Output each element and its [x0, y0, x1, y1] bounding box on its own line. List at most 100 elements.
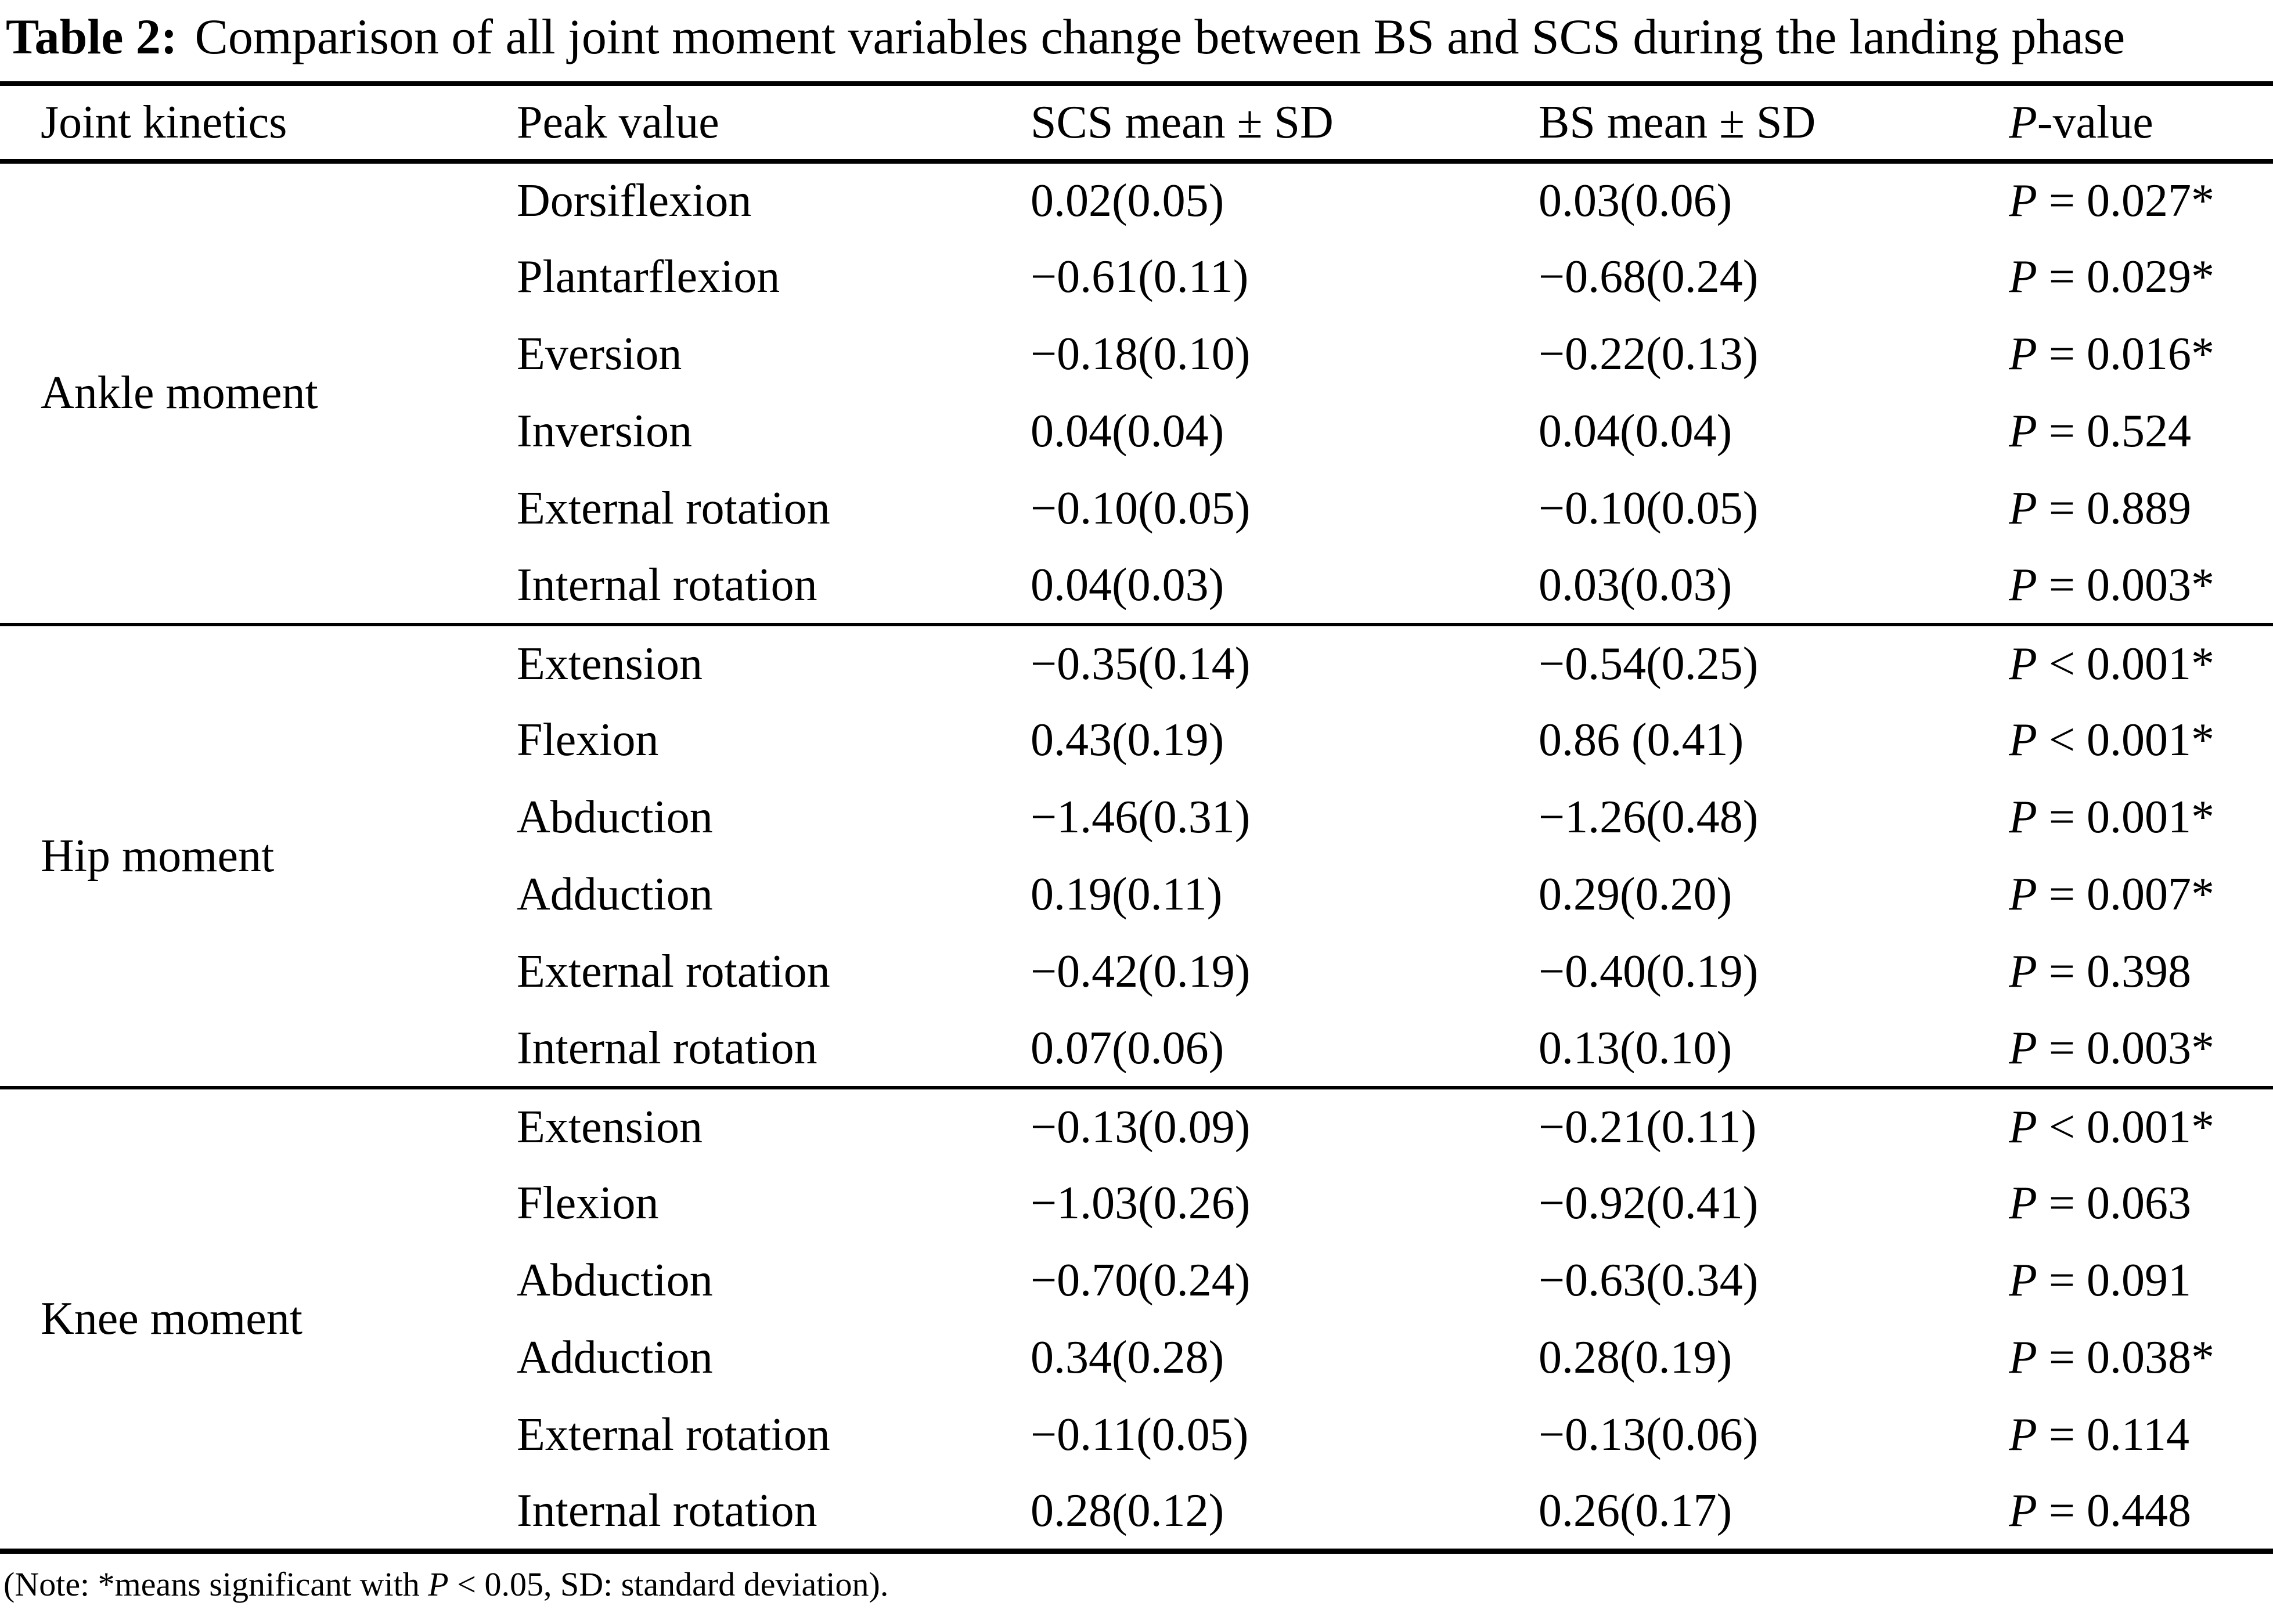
p-value-suffix: -value — [2037, 96, 2153, 148]
scs-cell: −0.10(0.05) — [1031, 483, 1251, 534]
scs-cell: 0.04(0.03) — [1031, 559, 1224, 611]
scs-cell: −0.42(0.19) — [1031, 946, 1251, 997]
p-value-text: = 0.398 — [2037, 946, 2191, 997]
bs-cell: 0.29(0.20) — [1539, 869, 1732, 920]
p-value-text: = 0.448 — [2037, 1485, 2191, 1536]
scs-cell: 0.07(0.06) — [1031, 1022, 1224, 1074]
p-value-text: = 0.016* — [2037, 329, 2214, 380]
col-header-bs-mean-sd: BS mean ± SD — [1539, 96, 1816, 148]
p-value-text: < 0.001* — [2037, 714, 2214, 766]
bs-cell: −0.40(0.19) — [1539, 946, 1759, 997]
bs-cell: −0.10(0.05) — [1539, 483, 1759, 534]
table-row: Adduction 0.19(0.11) 0.29(0.20) P = 0.00… — [0, 856, 2273, 933]
p-value-cell: P < 0.001* — [2009, 625, 2273, 702]
p-value-text: = 0.091 — [2037, 1255, 2191, 1306]
p-symbol: P — [2009, 1022, 2037, 1074]
p-value-cell: P = 0.038* — [2009, 1319, 2273, 1396]
p-symbol: P — [2009, 96, 2037, 148]
p-value-text: = 0.003* — [2037, 1022, 2214, 1074]
p-value-cell: P = 0.398 — [2009, 933, 2273, 1011]
group-label-ankle-moment: Ankle moment — [41, 367, 318, 418]
p-value-text: = 0.114 — [2037, 1409, 2190, 1460]
p-symbol: P — [2009, 638, 2037, 690]
table-row: Adduction 0.34(0.28) 0.28(0.19) P = 0.03… — [0, 1319, 2273, 1396]
scs-cell: −0.11(0.05) — [1031, 1409, 1249, 1460]
table-row: Internal rotation 0.04(0.03) 0.03(0.03) … — [0, 547, 2273, 625]
bs-cell: 0.04(0.04) — [1539, 406, 1732, 457]
table-row: Flexion −1.03(0.26) −0.92(0.41) P = 0.06… — [0, 1165, 2273, 1242]
p-symbol: P — [2009, 1332, 2037, 1383]
col-header-joint-kinetics: Joint kinetics — [41, 96, 287, 148]
p-symbol: P — [2009, 869, 2037, 920]
group-knee-moment: Knee moment Extension −0.13(0.09) −0.21(… — [0, 1088, 2273, 1551]
joint-moment-table: Joint kinetics Peak value SCS mean ± SD … — [0, 81, 2273, 1554]
p-value-cell: P < 0.001* — [2009, 702, 2273, 779]
peak-value-cell: External rotation — [517, 946, 830, 997]
p-value-cell: P = 0.029* — [2009, 239, 2273, 316]
bs-cell: −0.92(0.41) — [1539, 1178, 1759, 1229]
col-header-p-value: P-value — [2009, 84, 2273, 161]
bs-cell: 0.86 (0.41) — [1539, 714, 1744, 766]
p-value-cell: P = 0.091 — [2009, 1242, 2273, 1319]
scs-cell: −0.61(0.11) — [1031, 251, 1249, 302]
table-caption-text: Comparison of all joint moment variables… — [194, 9, 2126, 64]
table-row: External rotation −0.10(0.05) −0.10(0.05… — [0, 470, 2273, 547]
p-symbol: P — [2009, 329, 2037, 380]
table-row: Plantarflexion −0.61(0.11) −0.68(0.24) P… — [0, 239, 2273, 316]
bs-cell: −0.13(0.06) — [1539, 1409, 1759, 1460]
footnote-text-post: < 0.05, SD: standard deviation). — [448, 1565, 889, 1603]
p-symbol: P — [428, 1565, 449, 1603]
group-label-knee-moment: Knee moment — [41, 1293, 302, 1344]
bs-cell: −0.63(0.34) — [1539, 1255, 1759, 1306]
p-symbol: P — [2009, 559, 2037, 611]
bs-cell: −0.22(0.13) — [1539, 329, 1759, 380]
p-symbol: P — [2009, 946, 2037, 997]
peak-value-cell: Flexion — [517, 714, 659, 766]
peak-value-cell: Flexion — [517, 1178, 659, 1229]
p-value-cell: P < 0.001* — [2009, 1088, 2273, 1165]
header-row: Joint kinetics Peak value SCS mean ± SD … — [0, 84, 2273, 161]
peak-value-cell: Internal rotation — [517, 1485, 817, 1536]
table-row: Eversion −0.18(0.10) −0.22(0.13) P = 0.0… — [0, 316, 2273, 393]
bs-cell: −0.21(0.11) — [1539, 1101, 1757, 1153]
scs-cell: −0.35(0.14) — [1031, 638, 1251, 690]
p-symbol: P — [2009, 406, 2037, 457]
p-value-cell: P = 0.007* — [2009, 856, 2273, 933]
p-value-cell: P = 0.063 — [2009, 1165, 2273, 1242]
group-hip-moment: Hip moment Extension −0.35(0.14) −0.54(0… — [0, 625, 2273, 1088]
peak-value-cell: External rotation — [517, 1409, 830, 1460]
scs-cell: 0.02(0.05) — [1031, 175, 1224, 226]
p-value-text: = 0.038* — [2037, 1332, 2214, 1383]
p-value-text: = 0.029* — [2037, 251, 2214, 302]
scs-cell: −1.03(0.26) — [1031, 1178, 1251, 1229]
peak-value-cell: Abduction — [517, 792, 713, 843]
p-value-cell: P = 0.016* — [2009, 316, 2273, 393]
scs-cell: 0.28(0.12) — [1031, 1485, 1224, 1536]
p-symbol: P — [2009, 1409, 2037, 1460]
p-value-text: = 0.001* — [2037, 792, 2214, 843]
peak-value-cell: External rotation — [517, 483, 830, 534]
p-value-cell: P = 0.889 — [2009, 470, 2273, 547]
p-value-cell: P = 0.524 — [2009, 393, 2273, 470]
p-symbol: P — [2009, 251, 2037, 302]
peak-value-cell: Dorsiflexion — [517, 175, 752, 226]
table-caption-label: Table 2: — [6, 9, 178, 64]
p-value-text: = 0.027* — [2037, 175, 2214, 226]
p-value-text: = 0.063 — [2037, 1178, 2191, 1229]
bs-cell: 0.03(0.03) — [1539, 559, 1732, 611]
scs-cell: 0.34(0.28) — [1031, 1332, 1224, 1383]
scs-cell: 0.19(0.11) — [1031, 869, 1223, 920]
table-row: Internal rotation 0.28(0.12) 0.26(0.17) … — [0, 1474, 2273, 1551]
p-value-text: = 0.524 — [2037, 406, 2191, 457]
table-footnote: (Note: *means significant with P < 0.05,… — [0, 1554, 2273, 1605]
p-value-text: = 0.003* — [2037, 559, 2214, 611]
peak-value-cell: Extension — [517, 1101, 703, 1153]
table-row: Flexion 0.43(0.19) 0.86 (0.41) P < 0.001… — [0, 702, 2273, 779]
p-symbol: P — [2009, 483, 2037, 534]
table-row: Abduction −1.46(0.31) −1.26(0.48) P = 0.… — [0, 779, 2273, 856]
table-row: Abduction −0.70(0.24) −0.63(0.34) P = 0.… — [0, 1242, 2273, 1319]
table-row: Internal rotation 0.07(0.06) 0.13(0.10) … — [0, 1011, 2273, 1088]
table-row: Knee moment Extension −0.13(0.09) −0.21(… — [0, 1088, 2273, 1344]
peak-value-cell: Inversion — [517, 406, 693, 457]
table-row: Inversion 0.04(0.04) 0.04(0.04) P = 0.52… — [0, 393, 2273, 470]
